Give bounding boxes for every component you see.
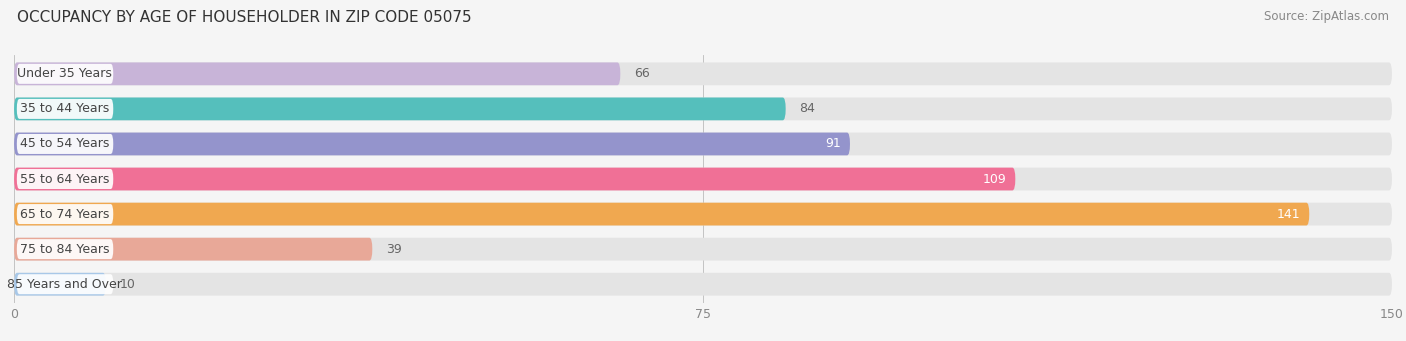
Text: Source: ZipAtlas.com: Source: ZipAtlas.com — [1264, 10, 1389, 23]
Text: 35 to 44 Years: 35 to 44 Years — [20, 102, 110, 115]
FancyBboxPatch shape — [14, 273, 1392, 296]
FancyBboxPatch shape — [14, 133, 1392, 155]
FancyBboxPatch shape — [17, 274, 114, 294]
FancyBboxPatch shape — [14, 62, 1392, 85]
Text: 85 Years and Over: 85 Years and Over — [7, 278, 122, 291]
Text: 10: 10 — [120, 278, 135, 291]
Text: 45 to 54 Years: 45 to 54 Years — [20, 137, 110, 150]
FancyBboxPatch shape — [17, 134, 114, 154]
FancyBboxPatch shape — [14, 98, 1392, 120]
FancyBboxPatch shape — [14, 98, 786, 120]
FancyBboxPatch shape — [17, 204, 114, 224]
Text: 91: 91 — [825, 137, 841, 150]
Text: 141: 141 — [1277, 208, 1301, 221]
Text: 109: 109 — [983, 173, 1007, 186]
FancyBboxPatch shape — [17, 99, 114, 119]
Text: 39: 39 — [387, 243, 402, 256]
FancyBboxPatch shape — [17, 64, 114, 84]
FancyBboxPatch shape — [14, 238, 1392, 261]
Text: 75 to 84 Years: 75 to 84 Years — [20, 243, 110, 256]
FancyBboxPatch shape — [14, 273, 105, 296]
Text: 55 to 64 Years: 55 to 64 Years — [20, 173, 110, 186]
Text: 65 to 74 Years: 65 to 74 Years — [20, 208, 110, 221]
FancyBboxPatch shape — [14, 203, 1392, 225]
FancyBboxPatch shape — [14, 168, 1392, 190]
Text: 84: 84 — [800, 102, 815, 115]
FancyBboxPatch shape — [17, 169, 114, 189]
Text: 66: 66 — [634, 67, 650, 80]
FancyBboxPatch shape — [14, 133, 851, 155]
Text: Under 35 Years: Under 35 Years — [17, 67, 112, 80]
FancyBboxPatch shape — [14, 168, 1015, 190]
FancyBboxPatch shape — [14, 238, 373, 261]
Text: OCCUPANCY BY AGE OF HOUSEHOLDER IN ZIP CODE 05075: OCCUPANCY BY AGE OF HOUSEHOLDER IN ZIP C… — [17, 10, 471, 25]
FancyBboxPatch shape — [14, 203, 1309, 225]
FancyBboxPatch shape — [17, 239, 114, 259]
FancyBboxPatch shape — [14, 62, 620, 85]
